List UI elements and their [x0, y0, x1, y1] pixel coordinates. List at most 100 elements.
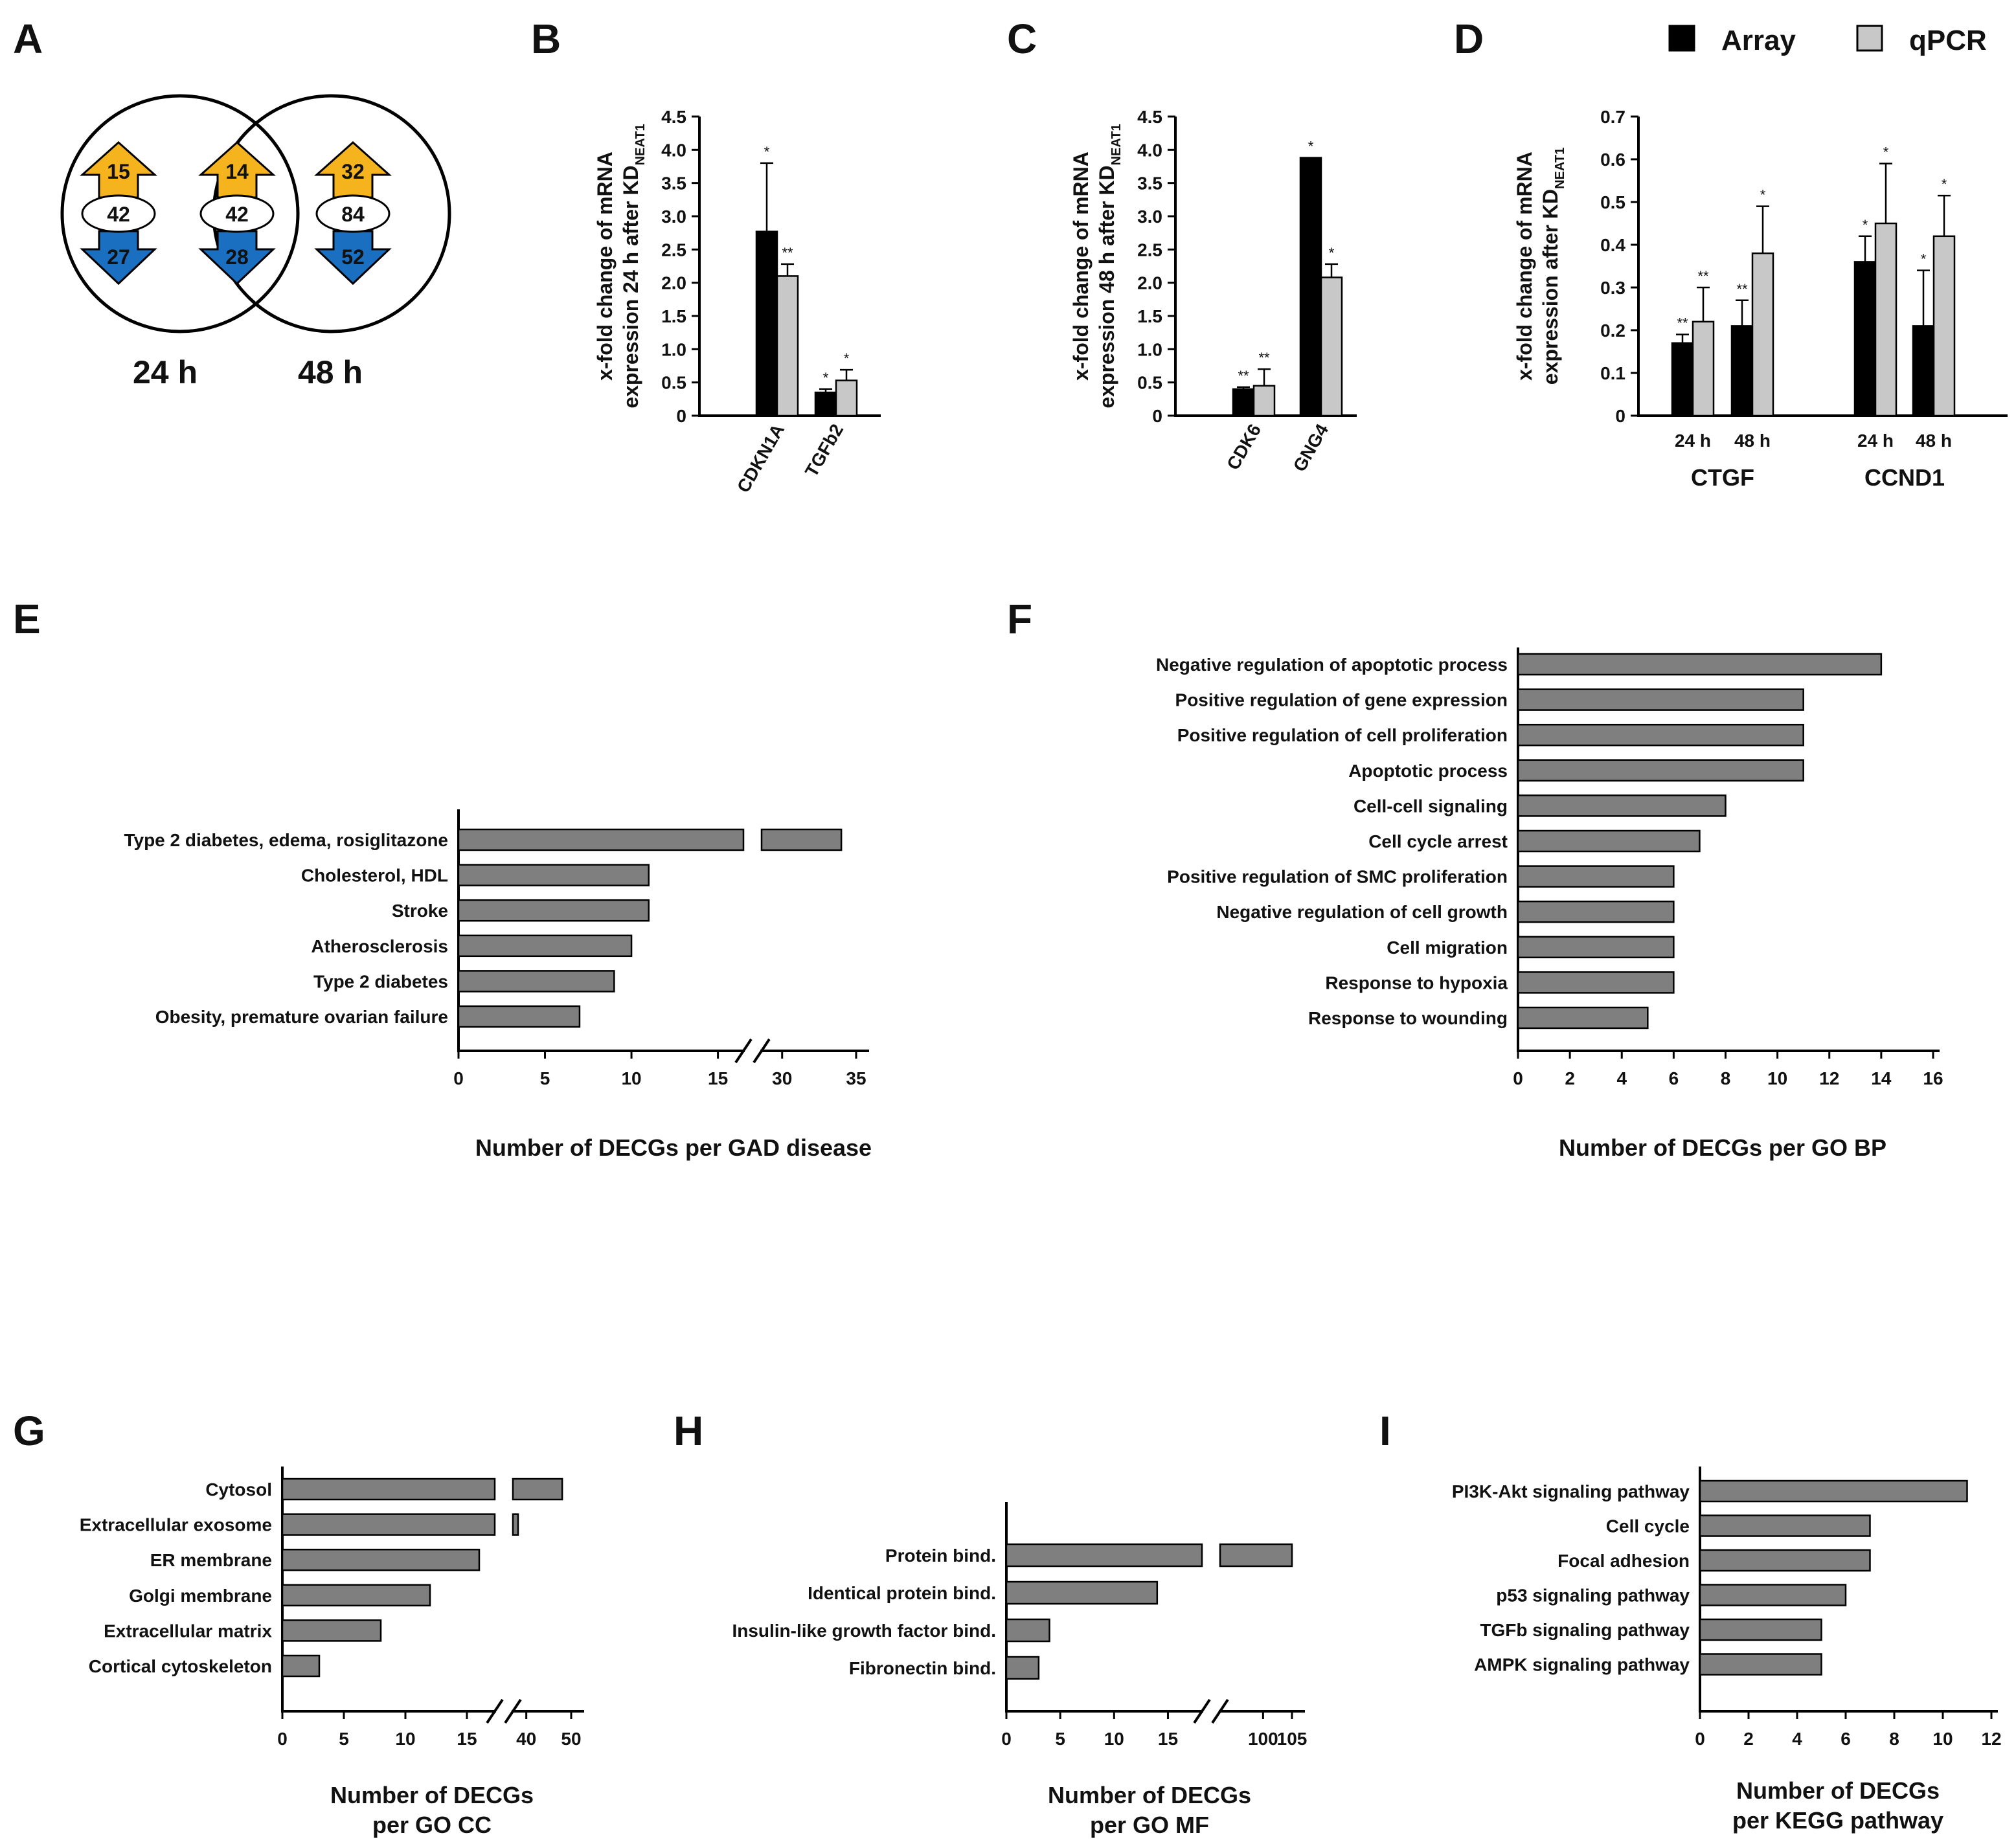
chart-f-category-label: Negative regulation of apoptotic process	[1156, 655, 1508, 675]
chart-d-bar-qpcr-2	[1751, 252, 1774, 417]
chart-f-bar-negative-regulation-of-cell-growth	[1517, 900, 1675, 923]
chart-g-category-label: ER membrane	[150, 1550, 272, 1570]
chart-g-go-cc: 0 5 10 15 40 50 Cytosol Extracellular exosome ER…	[80, 1467, 584, 1838]
chart-d-y-tick-label: 0.2	[1600, 320, 1625, 341]
chart-h-category-label: Identical protein bind.	[808, 1583, 996, 1603]
chart-i-bar-p53-signaling-pathway	[1699, 1584, 1847, 1606]
chart-d-significance-mark: *	[1942, 176, 1947, 192]
chart-h-x-tick-label: 0	[1001, 1729, 1012, 1749]
chart-e-category-label: Obesity, premature ovarian failure	[155, 1007, 448, 1027]
panel-label-g: G	[13, 1408, 45, 1454]
chart-g-x-tick-label: 5	[339, 1729, 349, 1749]
chart-f-bar-apoptotic-process	[1517, 759, 1804, 782]
legend-label-array: Array	[1721, 25, 1796, 56]
chart-g-bar-golgi-membrane	[281, 1584, 431, 1607]
chart-f-x-tick-label: 6	[1669, 1068, 1679, 1088]
chart-d-significance-mark: **	[1697, 268, 1709, 284]
venn-mid-count-overlap: 42	[225, 203, 249, 226]
down-arrow-icon	[314, 230, 392, 286]
venn-circle-24h	[60, 94, 300, 333]
chart-c-bar-array-1	[1232, 388, 1255, 417]
venn-down-count-overlap: 28	[225, 245, 249, 269]
chart-c-significance-mark: *	[1308, 139, 1314, 155]
chart-f-category-label: Negative regulation of cell growth	[1216, 902, 1508, 922]
chart-h-x-axis-label-line2: per GO MF	[1090, 1812, 1209, 1838]
chart-i-x-tick-label: 6	[1840, 1729, 1851, 1749]
chart-i-category-label: AMPK signaling pathway	[1474, 1655, 1690, 1675]
chart-f-category-label: Response to wounding	[1308, 1008, 1508, 1028]
chart-g-x-tick-label: 15	[457, 1729, 477, 1749]
chart-b-significance-mark: **	[782, 245, 793, 261]
chart-i-x-tick-label: 12	[1981, 1729, 2001, 1749]
chart-d-category-label: 48 h	[1734, 431, 1771, 451]
chart-c-y-tick-label: 3.0	[1137, 207, 1162, 227]
venn-down-count-24h: 27	[107, 245, 130, 269]
chart-f-bar-cell-cell-signaling	[1517, 794, 1727, 817]
chart-i-x-tick-label: 10	[1932, 1729, 1953, 1749]
chart-f-x-axis-label: Number of DECGs per GO BP	[1559, 1134, 1886, 1161]
venn-up-count-24h: 15	[107, 160, 130, 183]
chart-e-x-tick-label: 0	[453, 1068, 464, 1088]
chart-i-x-tick-label: 8	[1889, 1729, 1899, 1749]
chart-d-bar-qpcr-3	[1874, 222, 1897, 417]
chart-d-significance-mark: *	[1760, 187, 1766, 203]
chart-h-x-tick-label: 5	[1055, 1729, 1065, 1749]
venn-diagram: 15 42 27 14 42 28 32 84 52 24 h 48 h	[60, 94, 451, 390]
chart-i-category-label: TGFb signaling pathway	[1480, 1620, 1690, 1640]
chart-f-x-tick-label: 12	[1819, 1068, 1839, 1088]
chart-e-bar-cholesterol-hdl	[457, 864, 650, 886]
chart-i-x-tick-label: 0	[1695, 1729, 1705, 1749]
chart-d-category-label: 48 h	[1916, 431, 1952, 451]
chart-d-group-label: CTGF	[1691, 464, 1754, 491]
chart-e-gad-disease: 0 5 10 15 30 35 Type 2 diabetes, edema, rosigl…	[124, 809, 872, 1161]
chart-e-category-label: Stroke	[392, 901, 448, 921]
chart-f-bar-negative-regulation-of-apoptotic-process	[1517, 653, 1883, 676]
chart-d-significance-mark: **	[1736, 281, 1748, 297]
chart-g-axis-break-mark	[504, 1698, 522, 1724]
chart-g-category-label: Cortical cytoskeleton	[89, 1656, 272, 1676]
chart-d-category-label: 24 h	[1857, 431, 1894, 451]
chart-g-x-axis-label-line1: Number of DECGs	[330, 1782, 534, 1808]
chart-f-category-label: Cell cycle arrest	[1368, 831, 1508, 851]
chart-f-bar-cell-migration	[1517, 936, 1675, 959]
down-arrow-icon	[198, 230, 276, 286]
chart-d-y-tick-label: 0.1	[1600, 363, 1625, 383]
chart-g-bar-cortical-cytoskeleton	[281, 1654, 321, 1678]
chart-c-y-tick-label: 2.0	[1137, 273, 1162, 293]
chart-g-category-label: Cytosol	[205, 1479, 272, 1500]
chart-f-x-tick-label: 4	[1616, 1068, 1627, 1088]
chart-e-bar-type-2-diabetes-edema-rosiglitazone-part1	[457, 828, 745, 851]
chart-h-axis-break-mark	[1211, 1698, 1229, 1724]
chart-e-x-axis-label: Number of DECGs per GAD disease	[475, 1134, 872, 1161]
chart-i-x-axis-label-line2: per KEGG pathway	[1732, 1807, 1943, 1834]
chart-e-axis-break-mark	[734, 1038, 753, 1064]
venn-mid-ellipse	[315, 194, 391, 233]
chart-e-x-tick-label: 15	[708, 1068, 728, 1088]
chart-g-x-tick-label: 40	[516, 1729, 536, 1749]
panel-label-b: B	[531, 16, 561, 62]
chart-e-bar-stroke	[457, 899, 650, 922]
chart-h-axis-break-mark	[1193, 1698, 1211, 1724]
panel-label-i: I	[1379, 1408, 1391, 1454]
chart-b-y-tick-label: 0	[676, 406, 686, 426]
chart-g-bar-cytosol-part2	[512, 1478, 563, 1501]
legend-label-qpcr: qPCR	[1909, 25, 1987, 56]
chart-i-x-tick-label: 4	[1792, 1729, 1802, 1749]
venn-up-count-overlap: 14	[225, 160, 249, 183]
chart-f-bar-response-to-wounding	[1517, 1006, 1649, 1029]
chart-i-bar-focal-adhesion	[1699, 1549, 1871, 1572]
chart-e-bar-type-2-diabetes-edema-rosiglitazone-part2	[760, 828, 843, 851]
chart-c-bar-qpcr-2	[1320, 276, 1343, 417]
chart-b-y-tick-label: 4.0	[661, 140, 686, 160]
chart-b-y-tick-label: 3.0	[661, 207, 686, 227]
venn-down-count-48h: 52	[341, 245, 365, 269]
chart-f-category-label: Apoptotic process	[1348, 761, 1508, 781]
venn-time-24h: 24 h	[133, 354, 198, 390]
chart-h-category-label: Protein bind.	[885, 1546, 996, 1566]
venn-mid-count-24h: 42	[107, 203, 130, 226]
chart-c-significance-mark: **	[1258, 350, 1270, 366]
chart-h-x-tick-label: 10	[1104, 1729, 1124, 1749]
chart-d-y-tick-label: 0.4	[1600, 235, 1625, 255]
chart-i-x-axis-label-line1: Number of DECGs	[1736, 1777, 1940, 1804]
